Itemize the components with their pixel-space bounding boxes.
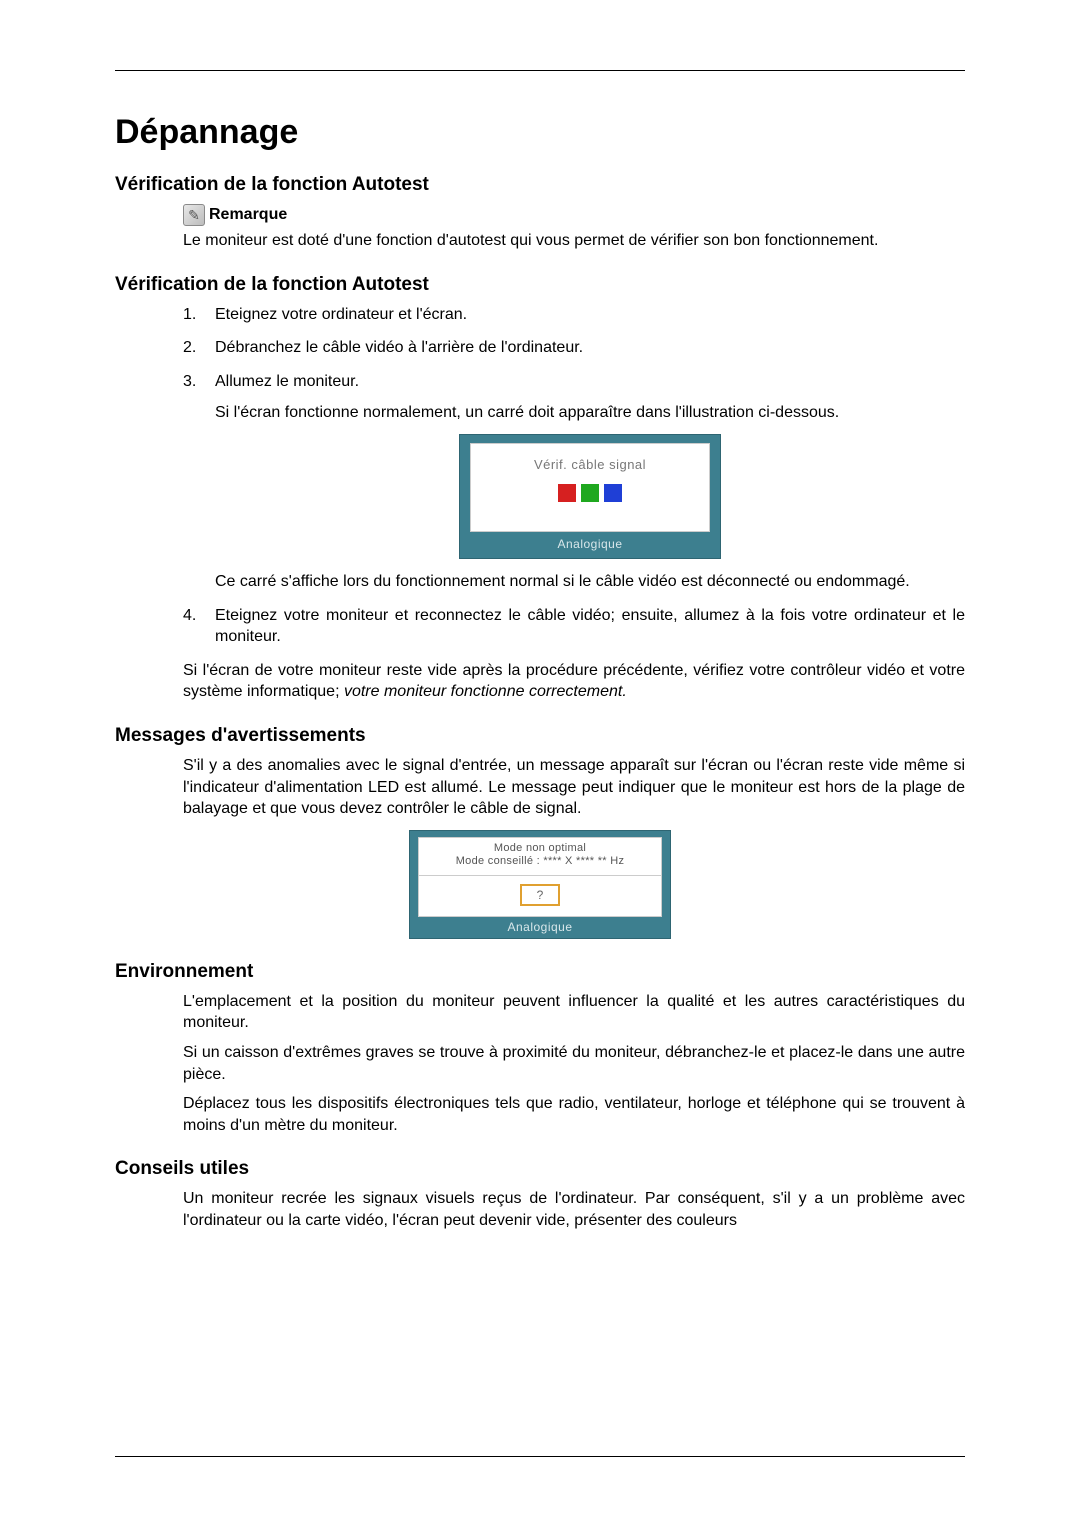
heading-autotest-2: Vérification de la fonction Autotest	[115, 274, 965, 296]
tips-p1: Un moniteur recrée les signaux visuels r…	[183, 1188, 965, 1231]
page-title: Dépannage	[115, 113, 965, 152]
top-rule	[115, 70, 965, 71]
after-steps-italic: votre moniteur fonctionne correctement.	[344, 683, 627, 700]
heading-messages: Messages d'avertissements	[115, 725, 965, 747]
heading-environment: Environnement	[115, 961, 965, 983]
color-square-red	[558, 484, 576, 502]
step-3-after: Ce carré s'affiche lors du fonctionnemen…	[215, 571, 965, 593]
dialog1-squares	[558, 484, 622, 502]
step-2-text: Débranchez le câble vidéo à l'arrière de…	[215, 339, 583, 356]
dialog1-footer: Analogique	[470, 532, 710, 552]
dialog2-line2: Mode conseillé : **** X **** ** Hz	[425, 855, 655, 867]
color-square-green	[581, 484, 599, 502]
dialog-check-cable: Vérif. câble signal Analogique	[459, 434, 721, 559]
note-text: Le moniteur est doté d'une fonction d'au…	[183, 230, 965, 252]
note-header: ✎ Remarque	[183, 204, 965, 226]
env-p3: Déplacez tous les dispositifs électroniq…	[183, 1093, 965, 1136]
dialog2-footer: Analogique	[418, 917, 662, 934]
note-icon: ✎	[183, 204, 205, 226]
dialog2-question-box: ?	[520, 884, 560, 906]
dialog1-message: Vérif. câble signal	[534, 456, 646, 474]
env-p1: L'emplacement et la position du moniteur…	[183, 991, 965, 1034]
dialog2-mid: ?	[418, 876, 662, 917]
step-1-text: Eteignez votre ordinateur et l'écran.	[215, 306, 467, 323]
figure-2-wrap: Mode non optimal Mode conseillé : **** X…	[115, 830, 965, 939]
step-3-sub: Si l'écran fonctionne normalement, un ca…	[215, 402, 965, 424]
after-steps-para: Si l'écran de votre moniteur reste vide …	[183, 660, 965, 703]
messages-para: S'il y a des anomalies avec le signal d'…	[183, 755, 965, 820]
step-4-text: Eteignez votre moniteur et reconnectez l…	[215, 607, 965, 646]
autotest-steps: Eteignez votre ordinateur et l'écran. Dé…	[183, 304, 965, 648]
dialog2-line1: Mode non optimal	[425, 842, 655, 854]
bottom-rule	[115, 1456, 965, 1457]
env-p2: Si un caisson d'extrêmes graves se trouv…	[183, 1042, 965, 1085]
note-title: Remarque	[209, 206, 287, 224]
figure-1-wrap: Vérif. câble signal Analogique	[215, 434, 965, 559]
color-square-blue	[604, 484, 622, 502]
heading-tips: Conseils utiles	[115, 1158, 965, 1180]
step-2: Débranchez le câble vidéo à l'arrière de…	[183, 337, 965, 359]
step-3-text: Allumez le moniteur.	[215, 373, 359, 390]
dialog2-head: Mode non optimal Mode conseillé : **** X…	[418, 837, 662, 876]
step-1: Eteignez votre ordinateur et l'écran.	[183, 304, 965, 326]
note-block: ✎ Remarque	[183, 204, 965, 226]
step-3: Allumez le moniteur. Si l'écran fonction…	[183, 371, 965, 593]
step-4: Eteignez votre moniteur et reconnectez l…	[183, 605, 965, 648]
dialog1-panel: Vérif. câble signal	[470, 443, 710, 532]
dialog-mode-non-optimal: Mode non optimal Mode conseillé : **** X…	[409, 830, 671, 939]
heading-autotest-1: Vérification de la fonction Autotest	[115, 174, 965, 196]
